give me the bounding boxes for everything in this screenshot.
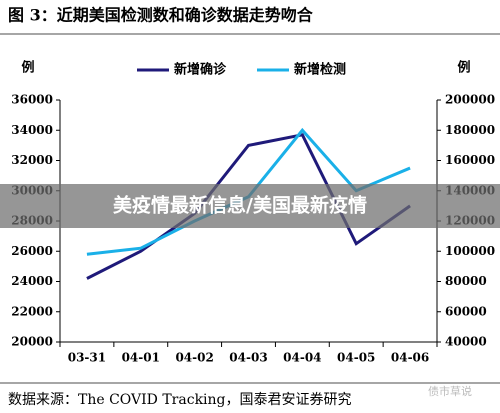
series-line — [86, 133, 411, 280]
y-tick-label: 36000 — [11, 93, 53, 107]
x-tick-label: 04-04 — [283, 351, 321, 365]
y2-tick-label: 80000 — [445, 274, 487, 288]
x-tick-label: 04-05 — [337, 351, 375, 365]
x-tick-label: 03-31 — [68, 351, 106, 365]
y-axis-label: 例 — [21, 60, 34, 76]
y2-tick-label: 40000 — [445, 335, 487, 349]
y2-tick-label: 200000 — [445, 93, 495, 107]
x-tick-label: 04-06 — [391, 351, 429, 365]
y2-tick-label: 60000 — [445, 304, 487, 318]
x-tick-label: 04-01 — [122, 351, 160, 365]
banner-bg — [0, 184, 500, 228]
legend-label: 新增确诊 — [174, 62, 227, 78]
y-tick-label: 26000 — [11, 244, 53, 258]
source: 数据来源：The COVID Tracking，国泰君安证券研究 — [8, 392, 352, 408]
chart-title: 图 3：近期美国检测数和确诊数据走势吻合 — [8, 6, 314, 25]
y2-tick-label: 100000 — [445, 244, 495, 258]
y-tick-label: 20000 — [11, 335, 53, 349]
y2-tick-label: 160000 — [445, 153, 495, 167]
y2-tick-label: 180000 — [445, 123, 495, 137]
y-tick-label: 22000 — [11, 304, 53, 318]
watermark: 债市草说 — [428, 384, 472, 398]
y-tick-label: 32000 — [11, 153, 53, 167]
y-tick-label: 24000 — [11, 274, 53, 288]
y2-axis-label: 例 — [457, 60, 470, 76]
banner-text: 美疫情最新信息/美国最新疫情 — [113, 194, 367, 217]
x-tick-label: 04-03 — [229, 351, 267, 365]
y-tick-label: 34000 — [11, 123, 53, 137]
legend-label: 新增检测 — [294, 62, 346, 78]
x-tick-label: 04-02 — [175, 351, 213, 365]
